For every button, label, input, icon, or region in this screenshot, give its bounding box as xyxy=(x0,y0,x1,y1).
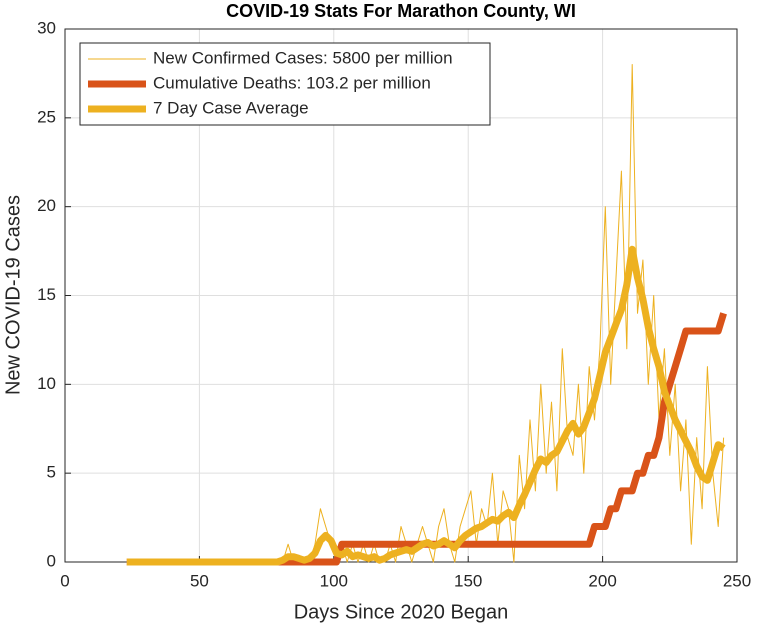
y-axis-label: New COVID-19 Cases xyxy=(2,195,24,395)
y-tick-label: 0 xyxy=(47,551,56,570)
x-tick-label: 150 xyxy=(454,571,482,590)
x-tick-label: 0 xyxy=(60,571,69,590)
y-tick-label: 30 xyxy=(37,18,56,37)
y-tick-label: 5 xyxy=(47,463,56,482)
y-tick-label: 20 xyxy=(37,196,56,215)
x-tick-label: 250 xyxy=(723,571,751,590)
x-axis-label: Days Since 2020 Began xyxy=(294,601,509,623)
series-line xyxy=(126,245,726,566)
x-tick-label: 100 xyxy=(320,571,348,590)
legend-label: 7 Day Case Average xyxy=(153,98,309,117)
y-tick-label: 15 xyxy=(37,285,56,304)
y-tick-label: 10 xyxy=(37,374,56,393)
legend-label: New Confirmed Cases: 5800 per million xyxy=(153,48,453,67)
x-tick-label: 50 xyxy=(190,571,209,590)
legend-box xyxy=(79,42,491,126)
plot-frame xyxy=(64,28,738,563)
chart-title: COVID-19 Stats For Marathon County, WI xyxy=(226,1,576,21)
x-tick-label: 200 xyxy=(588,571,616,590)
legend-label: Cumulative Deaths: 103.2 per million xyxy=(153,73,431,92)
y-tick-label: 25 xyxy=(37,107,56,126)
